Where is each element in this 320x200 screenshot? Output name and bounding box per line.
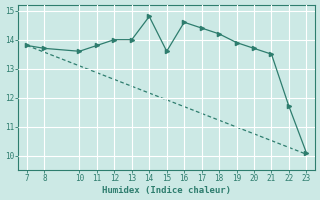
X-axis label: Humidex (Indice chaleur): Humidex (Indice chaleur) <box>102 186 231 195</box>
